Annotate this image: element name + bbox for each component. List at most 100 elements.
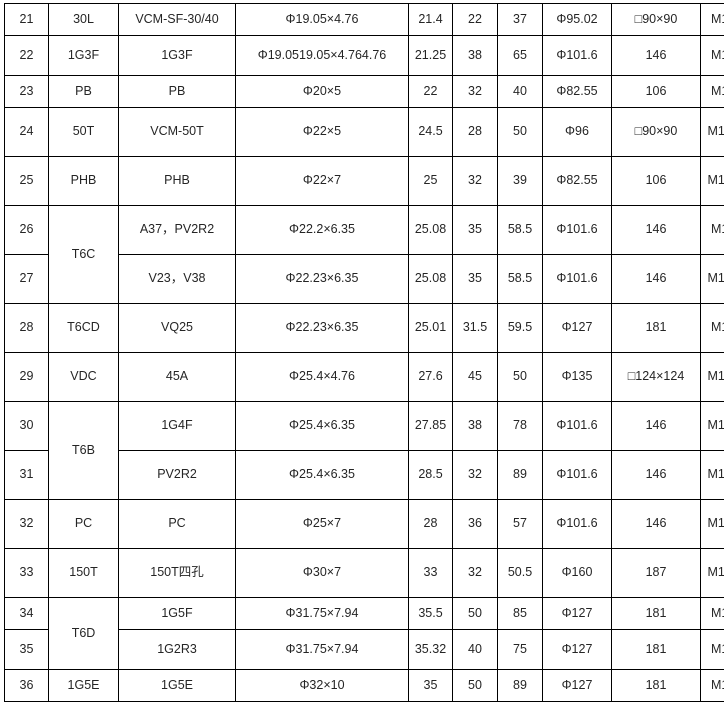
cell-code: 1G5E bbox=[119, 670, 236, 702]
cell-dim-e: □124×124 bbox=[612, 353, 701, 402]
cell-dim-d: Φ101.6 bbox=[543, 206, 612, 255]
cell-dim-d: Φ95.02 bbox=[543, 4, 612, 36]
cell-model: 30L bbox=[49, 4, 119, 36]
cell-dimension: Φ22×5 bbox=[236, 108, 409, 157]
cell-code: 1G3F bbox=[119, 36, 236, 76]
cell-dimension: Φ22×7 bbox=[236, 157, 409, 206]
cell-thread: M12×1.75 bbox=[701, 500, 724, 549]
cell-dim-d: Φ96 bbox=[543, 108, 612, 157]
cell-thread: M12×1.75 bbox=[701, 108, 724, 157]
cell-index: 25 bbox=[5, 157, 49, 206]
cell-dim-b: 40 bbox=[453, 630, 498, 670]
cell-index: 29 bbox=[5, 353, 49, 402]
cell-index: 27 bbox=[5, 255, 49, 304]
cell-dim-b: 31.5 bbox=[453, 304, 498, 353]
cell-dim-c: 50 bbox=[498, 108, 543, 157]
cell-model: T6D bbox=[49, 598, 119, 670]
cell-dimension: Φ20×5 bbox=[236, 76, 409, 108]
cell-thread: M12×1.75 bbox=[701, 402, 724, 451]
cell-dim-a: 35.5 bbox=[409, 598, 453, 630]
cell-dimension: Φ19.05×4.76 bbox=[236, 4, 409, 36]
cell-code: VCM-50T bbox=[119, 108, 236, 157]
cell-dimension: Φ32×10 bbox=[236, 670, 409, 702]
cell-code: V23，V38 bbox=[119, 255, 236, 304]
cell-dim-d: Φ127 bbox=[543, 630, 612, 670]
cell-dim-b: 32 bbox=[453, 549, 498, 598]
cell-dimension: Φ25.4×6.35 bbox=[236, 451, 409, 500]
cell-dim-a: 25.01 bbox=[409, 304, 453, 353]
cell-dim-d: Φ101.6 bbox=[543, 402, 612, 451]
cell-dim-e: 146 bbox=[612, 500, 701, 549]
cell-dim-c: 57 bbox=[498, 500, 543, 549]
cell-model: PB bbox=[49, 76, 119, 108]
cell-thread: M10×1.5 bbox=[701, 76, 724, 108]
cell-dim-b: 45 bbox=[453, 353, 498, 402]
cell-model: 50T bbox=[49, 108, 119, 157]
cell-dim-d: Φ127 bbox=[543, 304, 612, 353]
cell-code: 45A bbox=[119, 353, 236, 402]
cell-dim-a: 33 bbox=[409, 549, 453, 598]
cell-dim-c: 39 bbox=[498, 157, 543, 206]
cell-dim-a: 27.85 bbox=[409, 402, 453, 451]
cell-dim-b: 32 bbox=[453, 157, 498, 206]
cell-index: 30 bbox=[5, 402, 49, 451]
cell-dim-d: Φ101.6 bbox=[543, 255, 612, 304]
cell-dim-a: 25 bbox=[409, 157, 453, 206]
cell-model: T6CD bbox=[49, 304, 119, 353]
cell-dim-c: 85 bbox=[498, 598, 543, 630]
cell-dim-a: 28.5 bbox=[409, 451, 453, 500]
cell-dim-a: 24.5 bbox=[409, 108, 453, 157]
cell-thread: M12×1.75 bbox=[701, 549, 724, 598]
cell-dim-a: 25.08 bbox=[409, 255, 453, 304]
cell-thread: M12×1.75 bbox=[701, 157, 724, 206]
table-row: 2450TVCM-50TΦ22×524.52850Φ96□90×90M12×1.… bbox=[5, 108, 724, 157]
cell-dim-d: Φ160 bbox=[543, 549, 612, 598]
cell-model: T6B bbox=[49, 402, 119, 500]
cell-dim-e: 187 bbox=[612, 549, 701, 598]
cell-dim-c: 58.5 bbox=[498, 255, 543, 304]
cell-dim-b: 38 bbox=[453, 36, 498, 76]
cell-dim-b: 36 bbox=[453, 500, 498, 549]
cell-index: 33 bbox=[5, 549, 49, 598]
cell-code: 150T四孔 bbox=[119, 549, 236, 598]
cell-dim-b: 22 bbox=[453, 4, 498, 36]
cell-dimension: Φ31.75×7.94 bbox=[236, 598, 409, 630]
cell-dim-e: 146 bbox=[612, 451, 701, 500]
cell-dimension: Φ31.75×7.94 bbox=[236, 630, 409, 670]
cell-dim-b: 35 bbox=[453, 255, 498, 304]
cell-thread: M16×2.0 bbox=[701, 206, 724, 255]
cell-thread: M12×1.75 bbox=[701, 255, 724, 304]
cell-thread: M10×1.5 bbox=[701, 36, 724, 76]
cell-dim-b: 38 bbox=[453, 402, 498, 451]
cell-dim-c: 78 bbox=[498, 402, 543, 451]
cell-dim-b: 32 bbox=[453, 451, 498, 500]
cell-dim-a: 35.32 bbox=[409, 630, 453, 670]
cell-index: 36 bbox=[5, 670, 49, 702]
cell-model: 1G3F bbox=[49, 36, 119, 76]
cell-index: 24 bbox=[5, 108, 49, 157]
cell-dim-c: 50.5 bbox=[498, 549, 543, 598]
cell-code: VCM-SF-30/40 bbox=[119, 4, 236, 36]
cell-dimension: Φ22.2×6.35 bbox=[236, 206, 409, 255]
cell-code: PV2R2 bbox=[119, 451, 236, 500]
cell-model: PC bbox=[49, 500, 119, 549]
cell-dim-d: Φ127 bbox=[543, 598, 612, 630]
cell-dimension: Φ30×7 bbox=[236, 549, 409, 598]
cell-dimension: Φ25×7 bbox=[236, 500, 409, 549]
cell-dimension: Φ22.23×6.35 bbox=[236, 255, 409, 304]
cell-thread: M16×2.0 bbox=[701, 630, 724, 670]
cell-dim-a: 35 bbox=[409, 670, 453, 702]
cell-dim-d: Φ82.55 bbox=[543, 157, 612, 206]
cell-dim-e: 146 bbox=[612, 255, 701, 304]
cell-dim-c: 50 bbox=[498, 353, 543, 402]
cell-index: 34 bbox=[5, 598, 49, 630]
cell-dim-a: 22 bbox=[409, 76, 453, 108]
cell-code: 1G5F bbox=[119, 598, 236, 630]
